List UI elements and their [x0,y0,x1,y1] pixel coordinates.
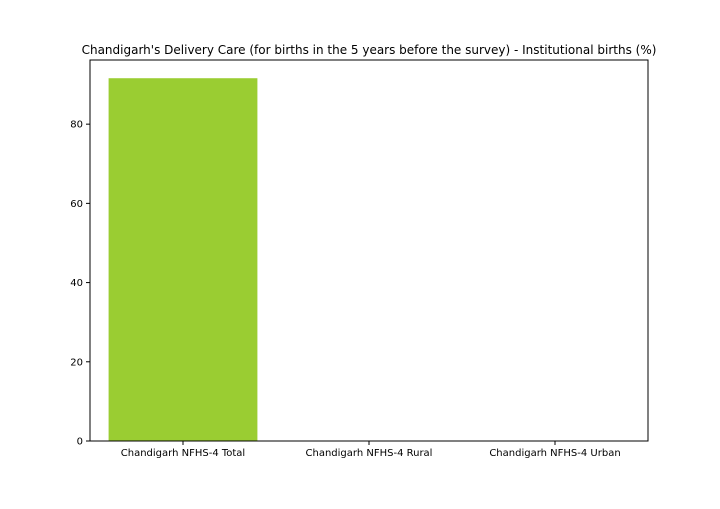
y-tick-label: 80 [70,120,83,131]
bar [108,78,258,441]
x-tick-label: Chandigarh NFHS-4 Urban [489,448,620,459]
y-tick-label: 60 [70,199,83,210]
plot-area: 0 20 40 60 80 Chandigarh NFHS-4 Total Chandiga… [70,59,649,459]
x-tick-label: Chandigarh NFHS-4 Total [121,448,245,459]
y-tick-label: 20 [70,357,83,368]
y-tick-label: 0 [77,437,83,448]
y-tick-label: 40 [70,278,83,289]
chart-title: Chandigarh's Delivery Care (for births i… [82,43,657,57]
x-tick-label: Chandigarh NFHS-4 Rural [306,448,433,459]
